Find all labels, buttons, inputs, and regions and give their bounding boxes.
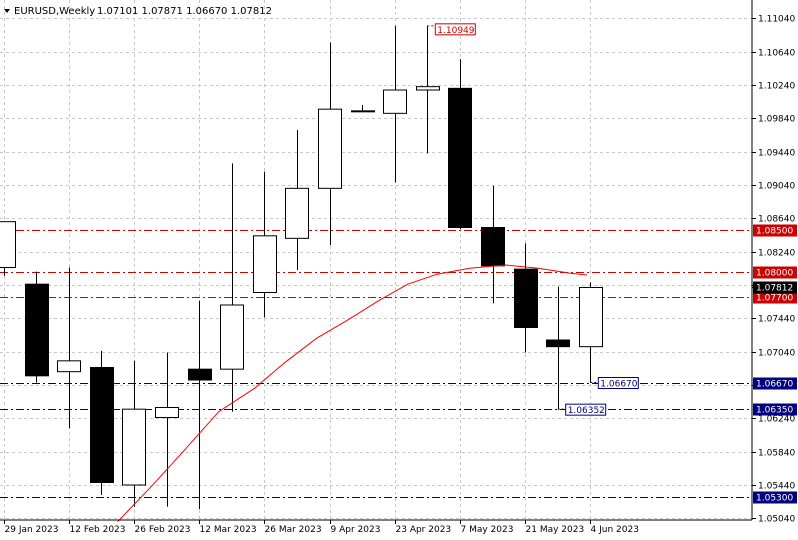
annotation-text: 1.10949 [437,26,474,36]
price-tick-label: 1.06240 [758,415,795,425]
candle-body-bearish [448,87,472,229]
candle-body-bullish [253,235,277,293]
time-tick-label: 21 May 2023 [526,525,585,535]
level-price-tag-text: 1.07700 [756,294,793,304]
price-tick-label: 1.10240 [758,82,795,92]
price-tick-label: 1.07040 [758,349,795,359]
dropdown-arrow-icon[interactable] [4,9,10,13]
symbol-label: EURUSD,Weekly [14,6,95,17]
candle-body-bullish [318,108,342,189]
candle-body-bearish [188,368,212,381]
annotation-text: 1.06352 [568,406,605,416]
price-tick-label: 1.11040 [758,15,795,25]
time-tick-label: 26 Mar 2023 [265,525,322,535]
annotation-text: 1.06670 [600,380,637,390]
current-price-tag [753,281,797,294]
time-tick-label: 7 May 2023 [461,525,514,535]
candle-body-bullish [220,304,244,370]
price-tick-label: 1.07440 [758,315,795,325]
price-tick-label: 1.09440 [758,149,795,159]
price-tick-label: 1.09040 [758,182,795,192]
price-annotations: 1.10949 1.06670 1.06352 [427,23,639,416]
candle-body-bullish [351,110,375,113]
level-price-tag [753,403,797,416]
time-tick-label: 12 Mar 2023 [200,525,257,535]
price-tick-label: 1.05840 [758,449,795,459]
annotation-box [565,403,607,416]
candle-body-bearish [90,367,114,483]
level-price-tag-text: 1.06350 [756,406,793,416]
candle-body-bearish [546,339,570,348]
candle-body-bearish [25,283,49,377]
candle-body-bearish [481,227,505,267]
price-tick-label: 1.08240 [758,249,795,259]
annotation-box [434,23,476,36]
chart-header: EURUSD,Weekly 1.07101 1.07871 1.06670 1.… [4,6,272,17]
time-tick-label: 12 Feb 2023 [70,525,126,535]
time-tick-label: 26 Feb 2023 [135,525,191,535]
annotation-box [597,377,639,389]
time-axis: 29 Jan 2023 12 Feb 2023 26 Feb 2023 12 Mar … [4,520,639,535]
price-tick-label: 1.09840 [758,115,795,125]
candle-body-bullish [579,287,603,348]
level-price-tag [753,266,797,279]
candle-body-bullish [155,407,179,418]
level-price-tag-text: 1.08500 [756,227,793,237]
price-tick-label: 1.05040 [758,515,795,525]
candlesticks [0,25,603,510]
time-tick-label: 23 Apr 2023 [396,525,452,535]
time-tick-label: 4 Jun 2023 [591,525,639,535]
moving-average-line [117,264,588,523]
level-price-tag-text: 1.08000 [756,269,793,279]
candle-body-bullish [0,221,16,269]
level-price-tag [753,377,797,390]
level-price-tag-text: 1.05300 [756,494,793,504]
level-price-tag [753,491,797,504]
candle-body-bullish [57,360,81,373]
candle-body-bullish [122,408,146,486]
candle-body-bullish [383,89,407,114]
ohlc-values: 1.07101 1.07871 1.06670 1.07812 [97,6,272,17]
moving-average [117,264,588,523]
level-price-tag [753,224,797,237]
time-tick-label: 9 Apr 2023 [331,525,381,535]
price-tick-label: 1.08640 [758,215,795,225]
price-tick-label: 1.10640 [758,49,795,59]
time-tick-label: 29 Jan 2023 [5,525,59,535]
current-price-tag-text: 1.07812 [756,284,793,294]
level-price-tags: 1.08500 1.08000 1.07700 1.06670 1.06350 1.053… [752,224,797,504]
candle-body-bullish [285,187,309,239]
candle-body-bullish [416,86,440,91]
level-price-tag-text: 1.06670 [756,380,793,390]
candle-body-bearish [514,268,538,328]
level-price-tag [753,291,797,304]
price-tick-label: 1.05440 [758,482,795,492]
